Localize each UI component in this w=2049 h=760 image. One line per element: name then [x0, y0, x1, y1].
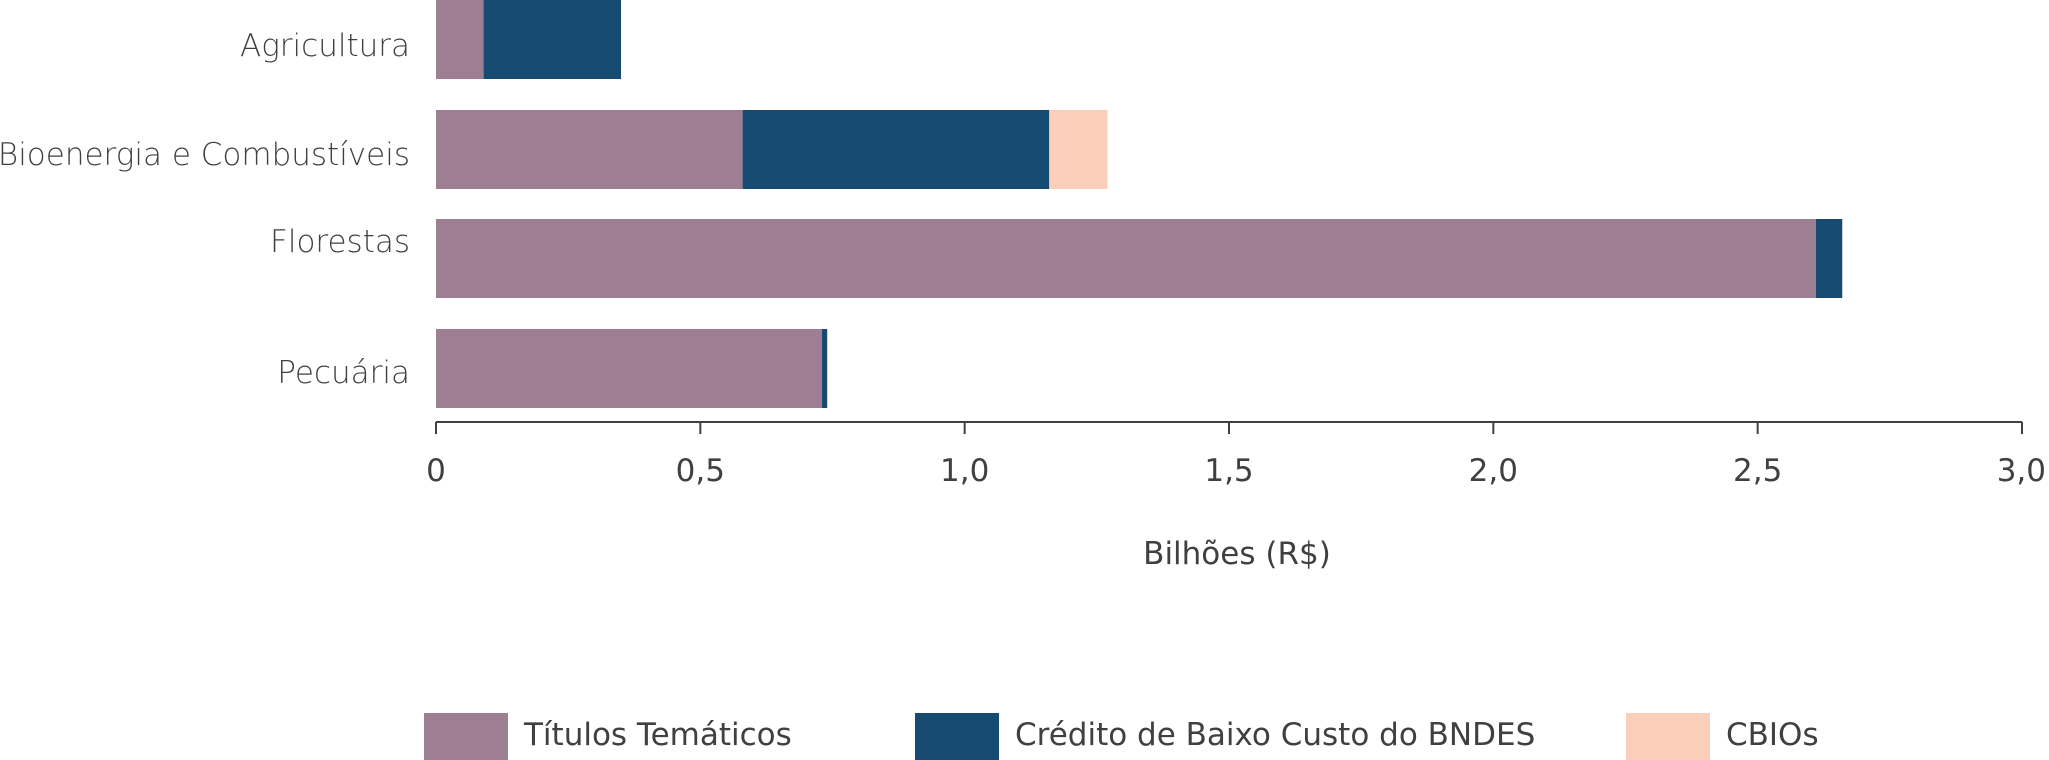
bar-segment-1-0: [436, 110, 743, 189]
legend: Títulos Temáticos Crédito de Baixo Custo …: [424, 713, 1819, 760]
x-axis-ticks: 0 0,5 1,0 1,5 2,0 2,5 3,0: [426, 422, 2046, 489]
bars: [436, 0, 1843, 408]
legend-label-2: CBIOs: [1726, 717, 1819, 753]
bar-segment-2-1: [1815, 219, 1843, 298]
category-label-agricultura: Agricultura: [240, 28, 410, 64]
bar-segment-1-1: [742, 110, 1050, 189]
x-axis-title: Bilhões (R$): [1143, 536, 1331, 572]
legend-label-1: Crédito de Baixo Custo do BNDES: [1015, 717, 1535, 753]
legend-swatch-2: [1626, 713, 1710, 760]
x-tick-label-3: 1,5: [1204, 453, 1253, 489]
category-labels: Agricultura Bioenergia e Combustíveis Fl…: [0, 28, 410, 391]
category-label-pecuaria: Pecuária: [277, 355, 410, 391]
legend-swatch-1: [915, 713, 999, 760]
bar-segment-3-1: [821, 329, 828, 408]
bar-segment-3-0: [436, 329, 822, 408]
bar-segment-0-1: [483, 0, 622, 79]
category-label-florestas: Florestas: [270, 224, 410, 260]
bar-segment-1-2: [1049, 110, 1108, 189]
x-tick-label-6: 3,0: [1997, 453, 2046, 489]
x-tick-label-2: 1,0: [940, 453, 989, 489]
legend-label-0: Títulos Temáticos: [523, 717, 792, 753]
x-tick-label-0: 0: [426, 453, 446, 489]
legend-swatch-0: [424, 713, 508, 760]
x-tick-label-5: 2,5: [1733, 453, 1782, 489]
x-tick-label-4: 2,0: [1469, 453, 1518, 489]
x-tick-label-1: 0,5: [676, 453, 725, 489]
bar-segment-2-0: [436, 219, 1816, 298]
category-label-bioenergia: Bioenergia e Combustíveis: [0, 137, 410, 173]
bar-segment-0-0: [436, 0, 484, 79]
